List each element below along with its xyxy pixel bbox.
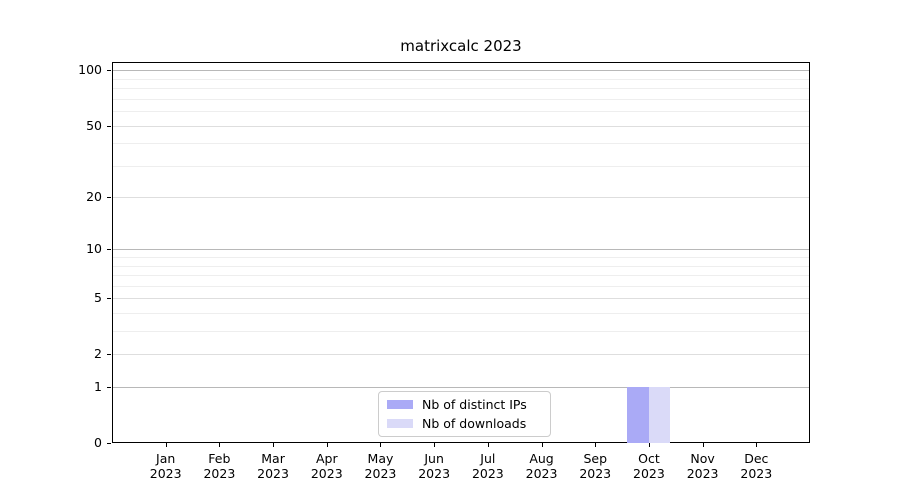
y-axis-tick: [107, 443, 111, 444]
y-axis-tick-label: 1: [94, 379, 102, 395]
y-axis-tick-label: 5: [94, 290, 102, 306]
legend: Nb of distinct IPs Nb of downloads: [378, 391, 551, 437]
x-axis-tick-label-jul: Jul 2023: [471, 451, 504, 481]
gridline-sub: [113, 125, 809, 127]
y-axis-tick: [107, 298, 111, 300]
x-axis-tick: [595, 443, 597, 447]
x-axis-tick-label-mar: Mar 2023: [257, 451, 289, 481]
y-axis-tick: [107, 387, 111, 389]
y-axis-tick: [107, 125, 111, 127]
x-axis-tick-label-nov: Nov 2023: [686, 451, 719, 481]
y-axis-tick-label: 0: [94, 435, 102, 450]
gridline-minor: [113, 78, 809, 80]
x-axis-tick: [219, 443, 221, 447]
legend-swatch-icon: [387, 419, 413, 428]
y-axis-tick: [107, 249, 111, 251]
gridline-minor: [113, 265, 809, 267]
y-axis-tick-label: 2: [94, 346, 102, 362]
x-axis-tick: [541, 443, 543, 447]
x-axis-tick: [434, 443, 436, 447]
bar-oct-series0: [627, 387, 649, 443]
gridline-minor: [113, 275, 809, 277]
legend-label: Nb of distinct IPs: [422, 397, 527, 412]
gridline-minor: [113, 313, 809, 315]
x-axis-tick-label-may: May 2023: [364, 451, 397, 481]
legend-label: Nb of downloads: [422, 416, 527, 431]
x-axis-tick-label-dec: Dec 2023: [740, 451, 773, 481]
chart-title: matrixcalc 2023: [400, 37, 522, 55]
x-axis-tick: [273, 443, 275, 447]
y-axis-tick-label: 10: [86, 241, 102, 257]
x-axis-tick-label-feb: Feb 2023: [203, 451, 236, 481]
x-axis-tick-label-apr: Apr 2023: [310, 451, 343, 481]
gridline-minor: [113, 331, 809, 333]
legend-row: Nb of downloads: [387, 416, 542, 431]
gridline-minor: [113, 257, 809, 259]
legend-swatch-icon: [387, 400, 413, 409]
gridline-minor: [113, 88, 809, 90]
gridline-sub: [113, 298, 809, 300]
x-axis-tick: [702, 443, 704, 447]
x-axis-tick: [487, 443, 489, 447]
y-axis-tick: [107, 70, 111, 72]
x-axis-tick: [756, 443, 758, 447]
gridline-minor: [113, 98, 809, 100]
gridline-minor: [113, 165, 809, 167]
legend-row: Nb of distinct IPs: [387, 397, 542, 412]
plot-area: [112, 62, 810, 443]
gridline-sub: [113, 197, 809, 199]
y-axis-tick: [107, 354, 111, 356]
gridline-minor: [113, 285, 809, 287]
x-axis-tick: [380, 443, 382, 447]
x-axis-tick-label-aug: Aug 2023: [525, 451, 558, 481]
x-axis-tick-label-sep: Sep 2023: [579, 451, 612, 481]
gridline-minor: [113, 143, 809, 145]
y-axis-tick: [107, 197, 111, 199]
x-axis-tick-label-oct: Oct 2023: [633, 451, 665, 481]
gridline-major: [113, 387, 809, 389]
x-axis-tick-label-jun: Jun 2023: [418, 451, 451, 481]
x-axis-tick-label-jan: Jan 2023: [149, 451, 182, 481]
x-axis-tick: [326, 443, 328, 447]
gridline-minor: [113, 111, 809, 113]
gridline-major: [113, 70, 809, 72]
gridline-sub: [113, 354, 809, 356]
y-axis-tick-label: 100: [78, 62, 102, 78]
gridline-major: [113, 249, 809, 251]
x-axis-tick: [165, 443, 167, 447]
x-axis-tick: [648, 443, 650, 447]
y-axis-tick-label: 50: [86, 117, 102, 133]
bar-oct-series1: [648, 387, 671, 443]
y-axis-tick-label: 20: [86, 189, 102, 205]
